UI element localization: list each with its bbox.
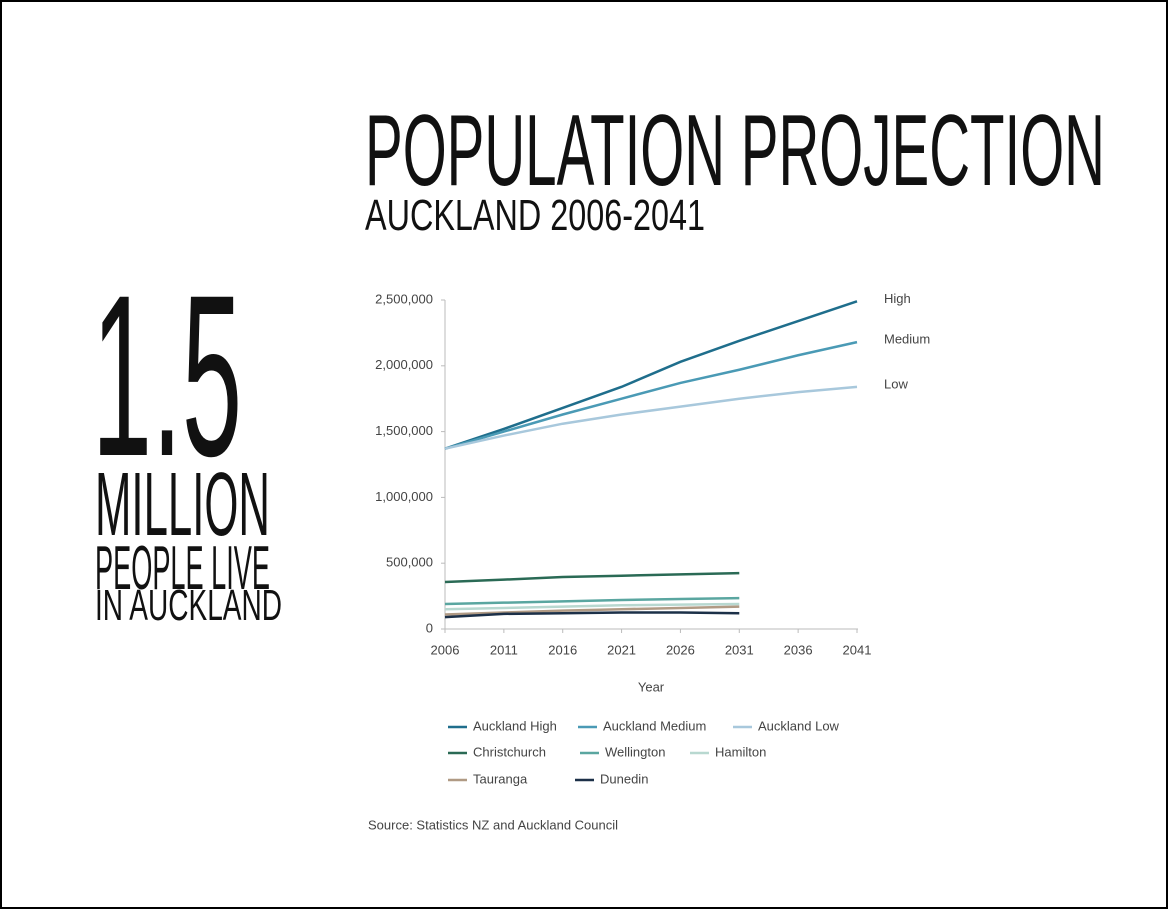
caption: IN AUCKLAND [95, 581, 282, 630]
y-tick-label: 500,000 [386, 555, 433, 570]
legend-label: Tauranga [473, 771, 528, 786]
x-tick-label: 2011 [490, 642, 518, 657]
x-tick-label: 2021 [607, 642, 636, 657]
x-tick-label: 2026 [666, 642, 695, 657]
legend-label: Christchurch [473, 744, 546, 759]
y-tick-label: 0 [426, 620, 433, 635]
y-tick-label: 1,000,000 [375, 489, 433, 504]
source: Source: Statistics NZ and Auckland Counc… [368, 817, 618, 832]
x-tick-label: 2036 [784, 642, 813, 657]
legend-label: Auckland Medium [603, 718, 706, 733]
legend-label: Auckland Low [758, 718, 840, 733]
line-annotation: High [884, 291, 911, 306]
series-line [444, 605, 740, 616]
series-line [444, 385, 858, 450]
caption: PEOPLE LIVE [95, 534, 270, 603]
series-line [444, 300, 858, 450]
big-unit: MILLION [95, 455, 270, 555]
x-tick-label: 2041 [843, 642, 872, 657]
line-annotation: Low [884, 376, 908, 391]
line-annotation: Medium [884, 332, 930, 347]
y-tick-label: 2,500,000 [375, 291, 433, 306]
y-tick-label: 2,000,000 [375, 357, 433, 372]
x-tick-label: 2031 [725, 642, 754, 657]
legend-label: Auckland High [473, 718, 557, 733]
legend-label: Dunedin [600, 771, 648, 786]
series-line [444, 571, 740, 584]
series-line [444, 340, 858, 450]
x-tick-label: 2006 [431, 642, 460, 657]
big-number: 1.5 [92, 247, 242, 504]
slide-subtitle: AUCKLAND 2006-2041 [365, 191, 705, 240]
x-axis-label: Year [638, 679, 665, 694]
legend-label: Wellington [605, 744, 665, 759]
series-line [444, 602, 740, 611]
x-tick-label: 2016 [548, 642, 577, 657]
series-line [444, 596, 740, 606]
slide-title: POPULATION PROJECTION [365, 95, 1105, 207]
series-line [444, 611, 740, 619]
legend-label: Hamilton [715, 744, 766, 759]
y-tick-label: 1,500,000 [375, 423, 433, 438]
